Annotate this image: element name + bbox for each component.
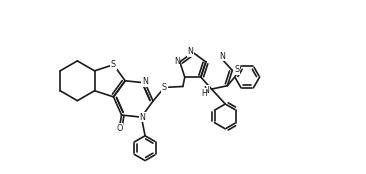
- Text: N: N: [203, 86, 209, 95]
- Text: N: N: [140, 113, 146, 122]
- Text: S: S: [162, 83, 167, 92]
- Text: N: N: [174, 57, 180, 66]
- Text: O: O: [116, 124, 122, 133]
- Text: N: N: [187, 47, 193, 56]
- Text: N: N: [220, 52, 225, 61]
- Text: H: H: [201, 89, 206, 98]
- Text: N: N: [142, 77, 148, 86]
- Text: S: S: [111, 60, 116, 69]
- Text: S: S: [234, 65, 239, 74]
